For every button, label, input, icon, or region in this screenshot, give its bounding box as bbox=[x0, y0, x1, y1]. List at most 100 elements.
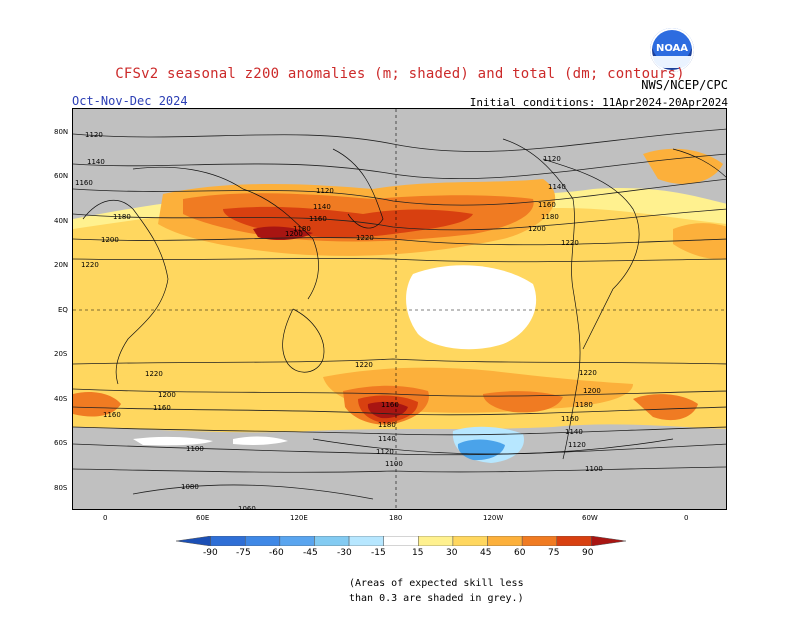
contour-label: 1140 bbox=[548, 183, 566, 191]
contour-label: 1120 bbox=[85, 131, 103, 139]
colorbar-label: -15 bbox=[371, 548, 386, 558]
initial-conditions: Initial conditions: 11Apr2024-20Apr2024 bbox=[469, 96, 728, 109]
lon-label-0: 0 bbox=[103, 514, 108, 522]
contour-label: 1180 bbox=[378, 421, 396, 429]
contour-label: 1120 bbox=[543, 155, 561, 163]
lat-label-60s: 60S bbox=[54, 439, 68, 447]
anomaly-45-atlantic bbox=[673, 223, 726, 260]
contour-label: 1180 bbox=[541, 213, 559, 221]
colorbar-label: 60 bbox=[514, 548, 526, 558]
coastlines bbox=[82, 138, 726, 460]
colorbar-cell bbox=[383, 536, 419, 546]
anomaly-45-arctic bbox=[643, 148, 723, 184]
colorbar-label: 45 bbox=[480, 548, 492, 558]
colorbar bbox=[176, 536, 626, 546]
lat-label-60n: 60N bbox=[54, 172, 69, 180]
contour-label: 1160 bbox=[381, 401, 399, 409]
contour-label: 1200 bbox=[583, 387, 601, 395]
contour-label: 1220 bbox=[81, 261, 99, 269]
lon-label-60w: 60W bbox=[582, 514, 598, 522]
contour-label: 1160 bbox=[75, 179, 93, 187]
contour-label: 1140 bbox=[565, 428, 583, 436]
colorbar-cell bbox=[176, 536, 211, 546]
anomaly-30-tropics bbox=[73, 207, 726, 397]
colorbar-label: -60 bbox=[269, 548, 284, 558]
contour-label: 1140 bbox=[313, 203, 331, 211]
contour-label: 1160 bbox=[561, 415, 579, 423]
colorbar-label: 15 bbox=[412, 548, 424, 558]
lat-gridlines bbox=[73, 109, 726, 509]
neutral-pacific bbox=[406, 265, 537, 350]
colorbar-cell bbox=[244, 536, 281, 546]
contour-label: 1160 bbox=[538, 201, 556, 209]
contour-label: 1140 bbox=[378, 435, 396, 443]
colorbar-cell bbox=[348, 536, 384, 546]
colorbar-label: 30 bbox=[446, 548, 458, 558]
contour-label: 1220 bbox=[355, 361, 373, 369]
colorbar-cell bbox=[314, 536, 350, 546]
colorbar-cell bbox=[418, 536, 454, 546]
lat-label-eq: EQ bbox=[58, 306, 68, 314]
lon-label-0-east: 0 bbox=[684, 514, 689, 522]
colorbar-cell bbox=[452, 536, 488, 546]
lat-label-80n: 80N bbox=[54, 128, 69, 136]
lon-label-180: 180 bbox=[389, 514, 403, 522]
lat-label-20n: 20N bbox=[54, 261, 69, 269]
logo-text: NOAA bbox=[655, 43, 689, 54]
colorbar-cell bbox=[210, 536, 246, 546]
contour-label: 1120 bbox=[316, 187, 334, 195]
colorbar-label: 90 bbox=[582, 548, 594, 558]
contour-label: 1060 bbox=[238, 505, 256, 510]
anomaly-map: 1120 1140 1160 1180 1200 1220 1120 1140 … bbox=[72, 108, 727, 510]
colorbar-label: 75 bbox=[548, 548, 560, 558]
noaa-logo: NOAA bbox=[650, 28, 694, 72]
lat-label-20s: 20S bbox=[54, 350, 68, 358]
skill-footnote: (Areas of expected skill less than 0.3 a… bbox=[349, 576, 524, 606]
season-label: Oct-Nov-Dec 2024 bbox=[72, 94, 188, 108]
colorbar-cell bbox=[591, 536, 626, 546]
contour-label: 1180 bbox=[575, 401, 593, 409]
colorbar-label: -90 bbox=[203, 548, 218, 558]
lat-label-40s: 40S bbox=[54, 395, 68, 403]
agency-label: NWS/NCEP/CPC bbox=[641, 78, 728, 92]
footnote-line-1: (Areas of expected skill less bbox=[349, 578, 524, 589]
logo-wave bbox=[653, 56, 691, 68]
contour-label: 1200 bbox=[101, 236, 119, 244]
contour-label: 1140 bbox=[87, 158, 105, 166]
chart-title: CFSv2 seasonal z200 anomalies (m; shaded… bbox=[115, 66, 685, 82]
contour-labels: 1120 1140 1160 1180 1200 1220 1120 1140 … bbox=[75, 131, 603, 510]
lat-label-80s: 80S bbox=[54, 484, 68, 492]
contour-label: 1160 bbox=[309, 215, 327, 223]
map-canvas: 1120 1140 1160 1180 1200 1220 1120 1140 … bbox=[73, 109, 726, 510]
colorbar-label: -75 bbox=[236, 548, 251, 558]
colorbar-label: -45 bbox=[303, 548, 318, 558]
contour-label: 1100 bbox=[385, 460, 403, 468]
colorbar-label: -30 bbox=[337, 548, 352, 558]
contour-label: 1100 bbox=[585, 465, 603, 473]
contours-total bbox=[73, 128, 726, 500]
lat-label-40n: 40N bbox=[54, 217, 69, 225]
contour-label: 1180 bbox=[113, 213, 131, 221]
contour-label: 1200 bbox=[285, 230, 303, 238]
anomaly-white-sh bbox=[133, 436, 288, 446]
footnote-line-2: than 0.3 are shaded in grey.) bbox=[349, 593, 524, 604]
contour-label: 1200 bbox=[158, 391, 176, 399]
contour-label: 1120 bbox=[376, 448, 394, 456]
contour-label: 1220 bbox=[561, 239, 579, 247]
anomaly-90-nh bbox=[253, 226, 313, 241]
contour-label: 1180 bbox=[293, 225, 311, 233]
lon-label-60e: 60E bbox=[196, 514, 210, 522]
colorbar-cell bbox=[279, 536, 315, 546]
lon-label-120e: 120E bbox=[290, 514, 308, 522]
contour-label: 1220 bbox=[579, 369, 597, 377]
colorbar-cell bbox=[556, 536, 592, 546]
contour-label: 1080 bbox=[181, 483, 199, 491]
contour-label: 1220 bbox=[356, 234, 374, 242]
colorbar-cell bbox=[521, 536, 558, 546]
contour-label: 1200 bbox=[528, 225, 546, 233]
contour-label: 1120 bbox=[568, 441, 586, 449]
contour-label: 1220 bbox=[145, 370, 163, 378]
contour-label: 1160 bbox=[153, 404, 171, 412]
colorbar-cells bbox=[176, 536, 626, 546]
lon-label-120w: 120W bbox=[483, 514, 504, 522]
